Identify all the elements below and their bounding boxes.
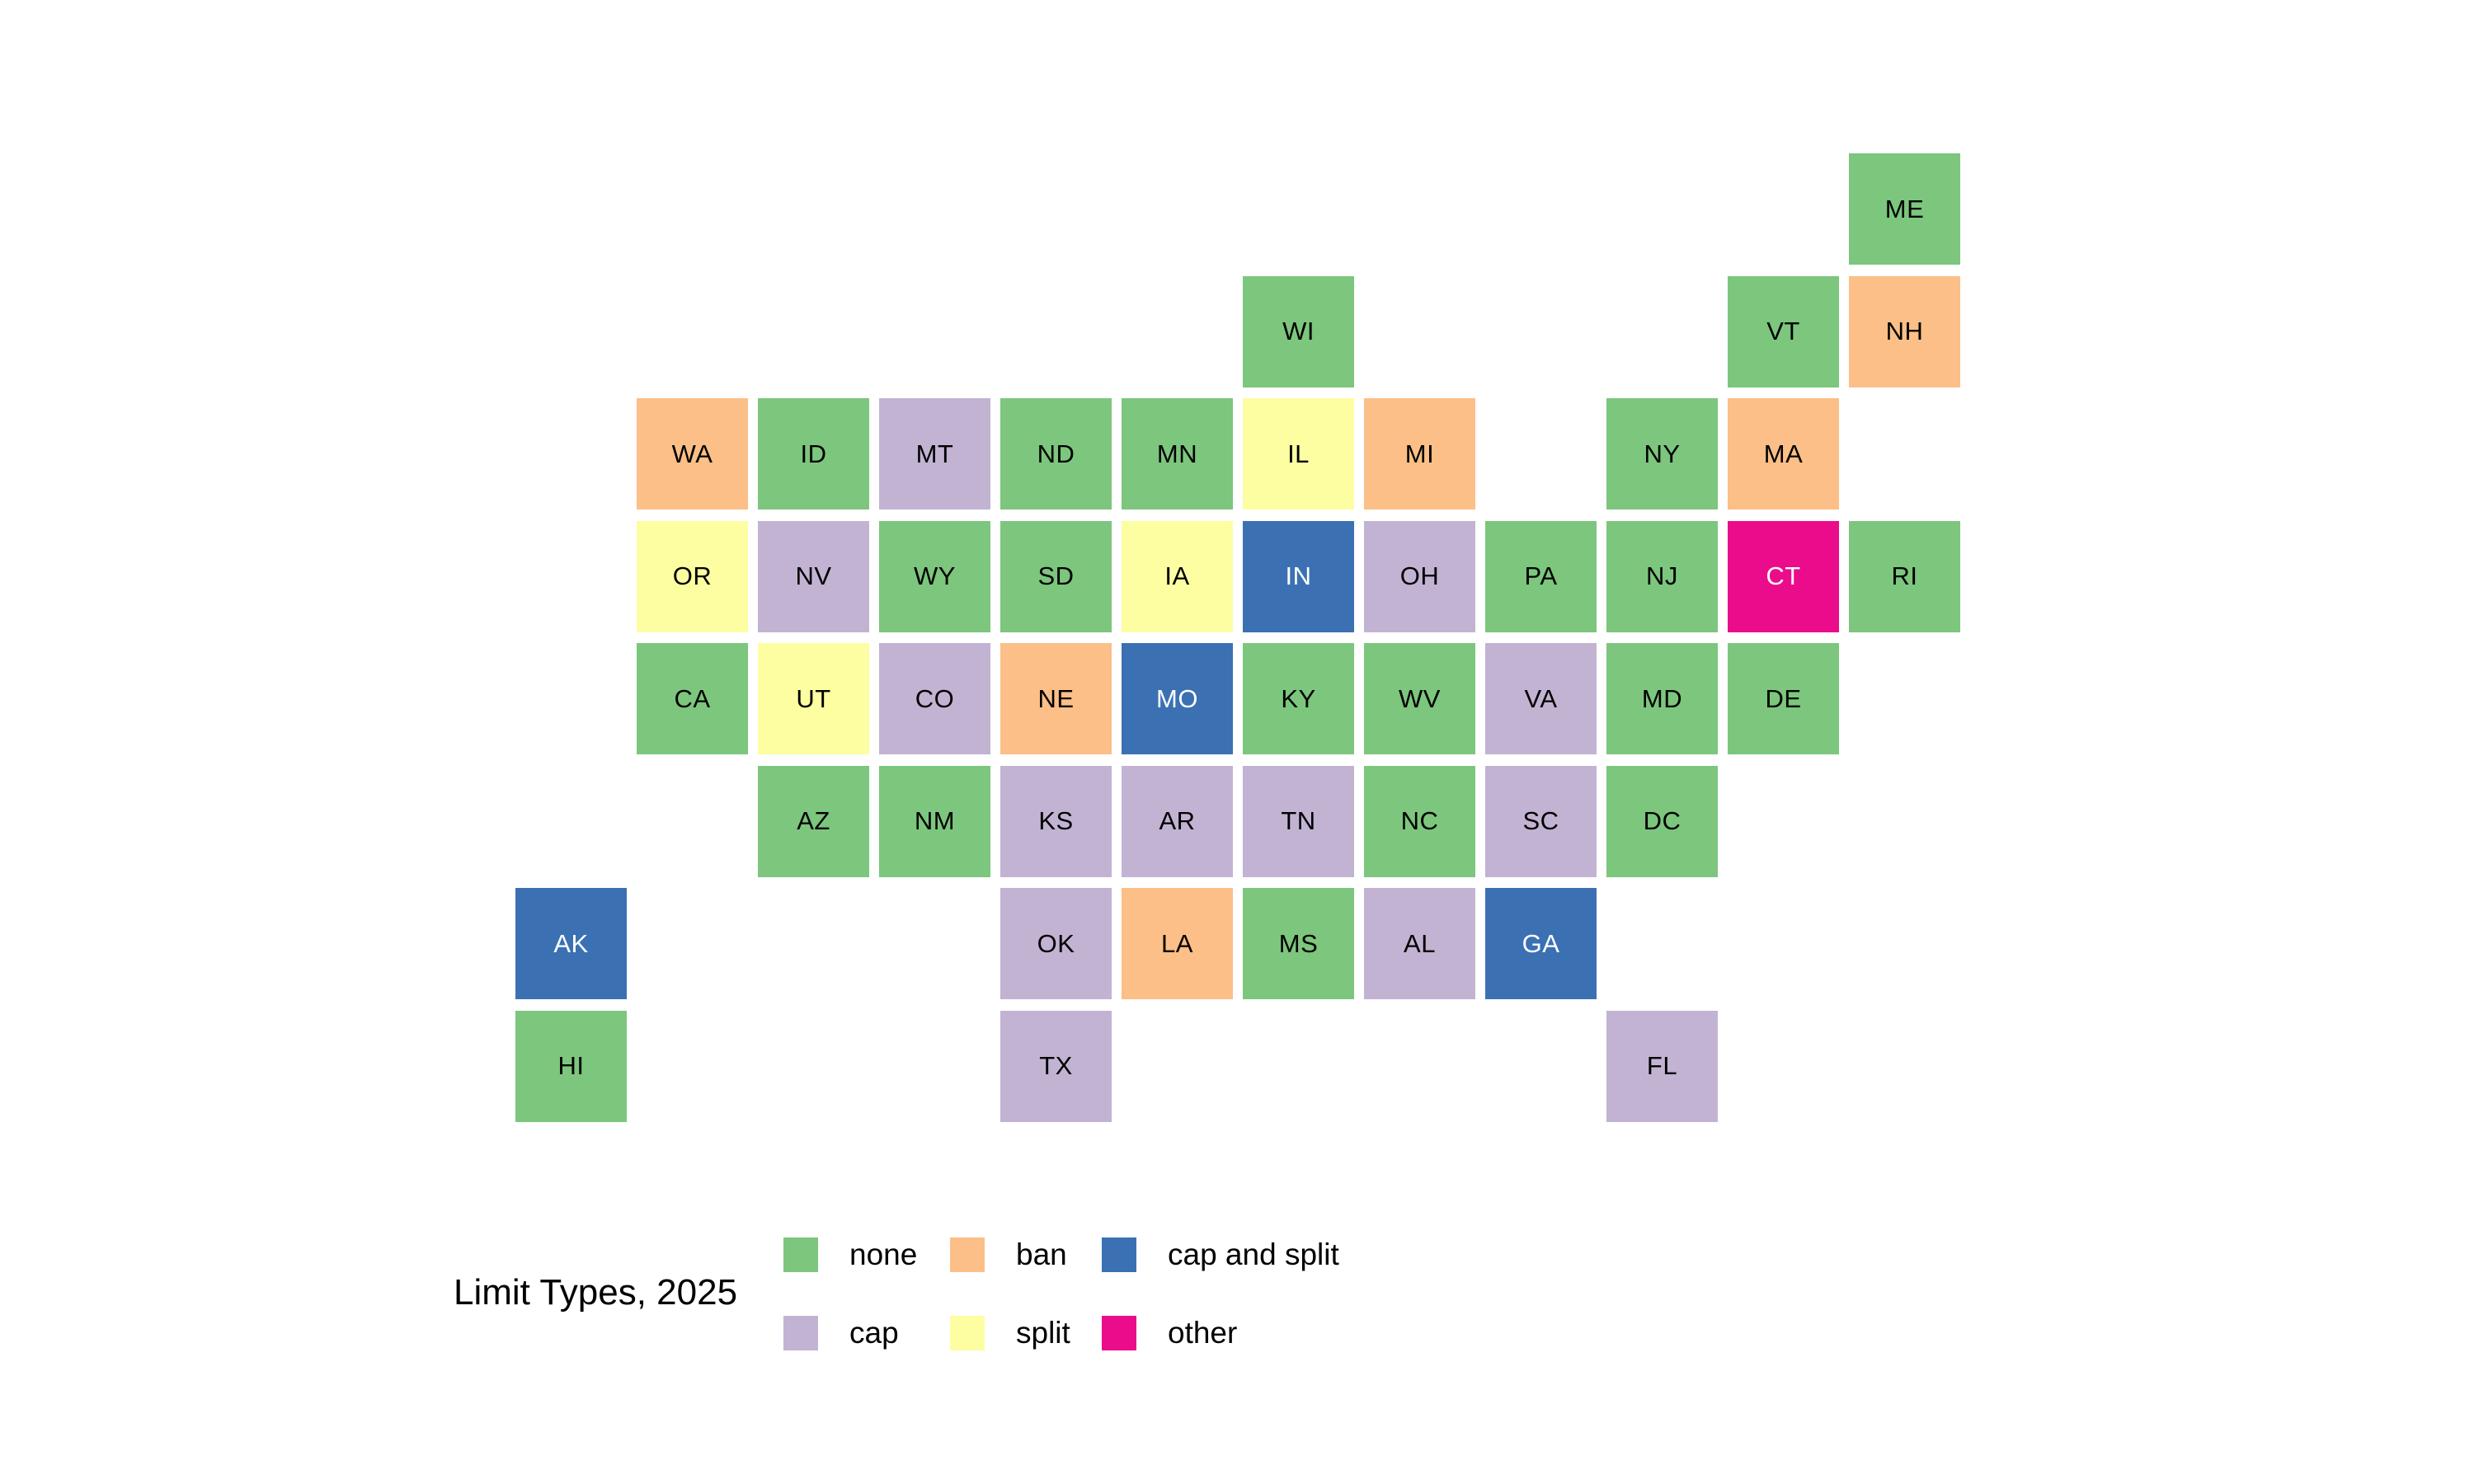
legend-item-cap-and-split: cap and split	[1102, 1237, 1339, 1272]
tile-ok: OK	[1000, 888, 1112, 999]
tile-in: IN	[1243, 520, 1354, 632]
tile-co: CO	[879, 643, 990, 754]
tile-mn: MN	[1122, 398, 1233, 510]
tile-il: IL	[1243, 398, 1354, 510]
legend-label: none	[849, 1237, 918, 1271]
legend-swatch-split	[950, 1316, 985, 1350]
tile-ia: IA	[1122, 520, 1233, 632]
tile-nc: NC	[1364, 765, 1475, 877]
tile-va: VA	[1485, 643, 1597, 754]
tile-ri: RI	[1849, 520, 1960, 632]
legend-item-split: split	[950, 1316, 1070, 1350]
legend-swatch-cap	[783, 1316, 818, 1350]
tile-ga: GA	[1485, 888, 1597, 999]
tile-wa: WA	[637, 398, 748, 510]
legend-label: split	[1016, 1315, 1070, 1350]
tile-or: OR	[637, 520, 748, 632]
tile-oh: OH	[1364, 520, 1475, 632]
tile-vt: VT	[1728, 275, 1839, 387]
tile-ca: CA	[637, 643, 748, 754]
tile-tn: TN	[1243, 765, 1354, 877]
tile-ks: KS	[1000, 765, 1112, 877]
legend-swatch-none	[783, 1237, 818, 1272]
legend-swatch-cap-and-split	[1102, 1237, 1136, 1272]
tile-nj: NJ	[1606, 520, 1718, 632]
tile-nh: NH	[1849, 275, 1960, 387]
tile-ak: AK	[515, 888, 627, 999]
tile-ms: MS	[1243, 888, 1354, 999]
tile-az: AZ	[758, 765, 869, 877]
tile-nm: NM	[879, 765, 990, 877]
legend-swatch-other	[1102, 1316, 1136, 1350]
tile-ne: NE	[1000, 643, 1112, 754]
tile-md: MD	[1606, 643, 1718, 754]
tile-sc: SC	[1485, 765, 1597, 877]
tile-ut: UT	[758, 643, 869, 754]
legend-label: cap	[849, 1315, 899, 1350]
legend-label: other	[1168, 1315, 1238, 1350]
tile-id: ID	[758, 398, 869, 510]
tile-mi: MI	[1364, 398, 1475, 510]
tile-hi: HI	[515, 1010, 627, 1122]
legend-item-cap: cap	[783, 1316, 899, 1350]
tile-pa: PA	[1485, 520, 1597, 632]
tile-al: AL	[1364, 888, 1475, 999]
tile-ct: CT	[1728, 520, 1839, 632]
tile-nv: NV	[758, 520, 869, 632]
tile-wy: WY	[879, 520, 990, 632]
tile-fl: FL	[1606, 1010, 1718, 1122]
tile-me: ME	[1849, 153, 1960, 265]
tile-mo: MO	[1122, 643, 1233, 754]
tile-sd: SD	[1000, 520, 1112, 632]
tile-ny: NY	[1606, 398, 1718, 510]
legend-label: cap and split	[1168, 1237, 1339, 1271]
tile-wi: WI	[1243, 275, 1354, 387]
legend-item-other: other	[1102, 1316, 1237, 1350]
tile-wv: WV	[1364, 643, 1475, 754]
legend-label: ban	[1016, 1237, 1067, 1271]
legend-item-ban: ban	[950, 1237, 1067, 1272]
tile-dc: DC	[1606, 765, 1718, 877]
tile-de: DE	[1728, 643, 1839, 754]
legend-item-none: none	[783, 1237, 917, 1272]
tile-la: LA	[1122, 888, 1233, 999]
legend-swatch-ban	[950, 1237, 985, 1272]
chart-title: Limit Types, 2025	[454, 1272, 738, 1313]
tile-tx: TX	[1000, 1010, 1112, 1122]
tile-nd: ND	[1000, 398, 1112, 510]
tile-ky: KY	[1243, 643, 1354, 754]
tile-mt: MT	[879, 398, 990, 510]
tile-ma: MA	[1728, 398, 1839, 510]
tile-ar: AR	[1122, 765, 1233, 877]
